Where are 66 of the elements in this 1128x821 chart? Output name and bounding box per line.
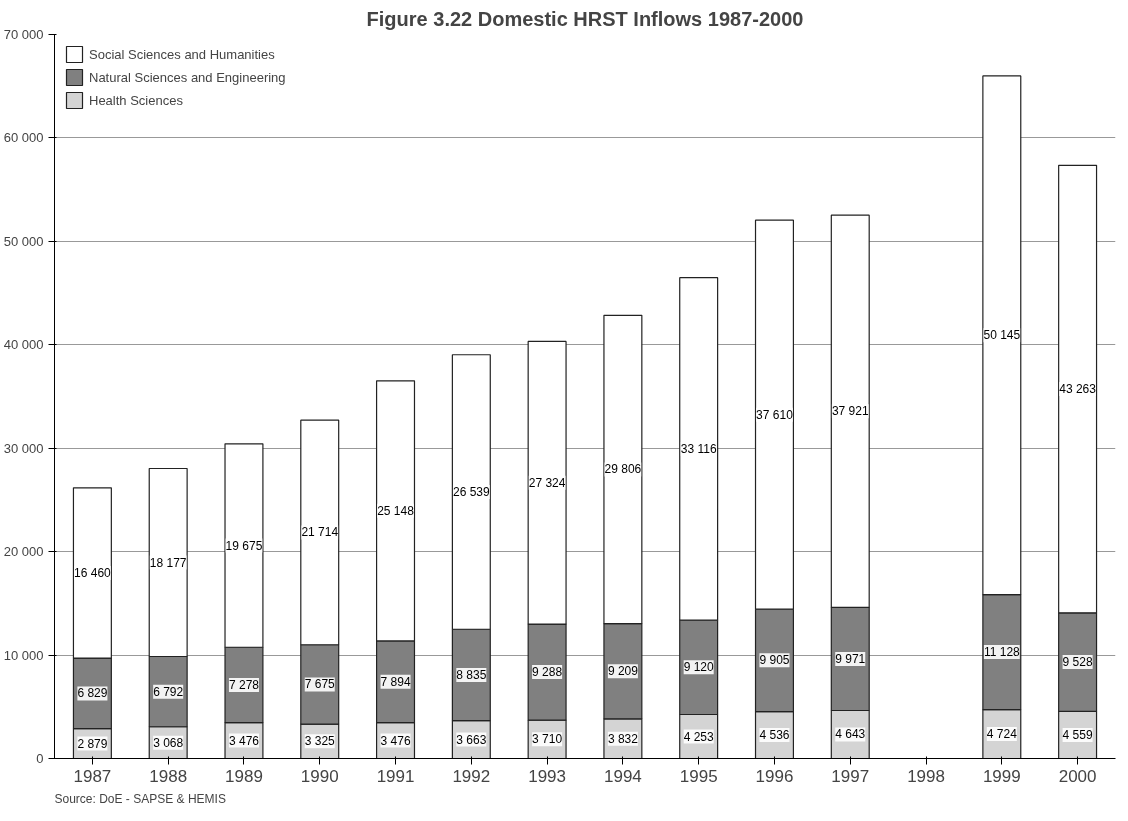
data-label: 9 971 <box>835 651 866 666</box>
x-tick-label: 1987 <box>73 766 112 786</box>
x-tick-label: 1992 <box>452 766 491 786</box>
x-tick-label: 1999 <box>982 766 1021 786</box>
x-tick-label: 1990 <box>300 766 339 786</box>
data-label: 4 724 <box>986 727 1018 742</box>
y-tick-label: 30 000 <box>3 440 44 456</box>
y-tick-label: 10 000 <box>3 647 44 663</box>
legend-label: Social Sciences and Humanities <box>89 46 275 62</box>
data-label: 37 921 <box>831 404 869 419</box>
data-label: 4 643 <box>835 727 866 742</box>
data-label: 9 209 <box>607 664 639 679</box>
x-tick-label: 1994 <box>603 766 642 786</box>
y-tick-label: 60 000 <box>3 130 44 146</box>
legend-label: Health Sciences <box>89 92 183 108</box>
data-label: 37 610 <box>756 407 794 422</box>
data-label: 27 324 <box>528 475 566 490</box>
data-label: 26 539 <box>452 484 490 499</box>
data-label: 8 835 <box>456 667 487 682</box>
data-label: 43 263 <box>1059 382 1097 397</box>
data-label: 7 675 <box>304 677 336 692</box>
data-label: 3 710 <box>532 732 563 747</box>
data-label: 7 278 <box>228 677 260 692</box>
x-tick-label: 1996 <box>755 766 794 786</box>
x-tick-label: 1988 <box>149 766 188 786</box>
data-label: 9 905 <box>759 653 790 668</box>
x-tick-label: 1998 <box>907 766 945 786</box>
data-label: 9 288 <box>532 665 563 680</box>
y-tick-label: 40 000 <box>3 337 44 353</box>
data-label: 4 536 <box>759 728 790 743</box>
x-tick-label: 2000 <box>1058 766 1097 786</box>
data-label: 21 714 <box>301 525 339 540</box>
data-label: 18 177 <box>149 555 187 570</box>
y-tick-label: 20 000 <box>3 544 44 560</box>
x-tick-label: 1997 <box>831 766 870 786</box>
x-tick-label: 1991 <box>376 766 415 786</box>
data-label: 9 528 <box>1062 655 1093 670</box>
x-tick-label: 1989 <box>225 766 263 786</box>
data-label: 4 559 <box>1062 727 1093 742</box>
data-label: 19 675 <box>225 538 263 553</box>
data-label: 11 128 <box>983 645 1021 660</box>
data-label: 29 806 <box>604 462 642 477</box>
data-label: 3 476 <box>228 733 260 748</box>
data-label: 4 253 <box>683 729 715 744</box>
data-label: 16 460 <box>74 565 112 580</box>
x-tick-label: 1993 <box>528 766 567 786</box>
data-label: 9 120 <box>683 660 715 675</box>
chart-title: Figure 3.22 Domestic HRST Inflows 1987-2000 <box>366 7 804 30</box>
data-label: 7 894 <box>380 674 411 689</box>
data-label: 3 325 <box>304 734 336 749</box>
data-label: 3 068 <box>153 735 184 750</box>
y-tick-label: 0 <box>36 751 44 766</box>
legend-label: Natural Sciences and Engineering <box>89 69 286 85</box>
data-label: 25 148 <box>377 503 415 518</box>
data-label: 6 792 <box>153 684 184 699</box>
data-label: 3 832 <box>607 731 639 746</box>
data-label: 50 145 <box>983 328 1021 343</box>
data-label: 2 879 <box>77 736 108 751</box>
y-tick-label: 50 000 <box>3 233 44 249</box>
data-label: 6 829 <box>77 686 108 701</box>
data-label: 3 663 <box>456 732 487 747</box>
y-tick-label: 70 000 <box>3 27 44 42</box>
x-tick-label: 1995 <box>679 766 718 786</box>
data-label: 3 476 <box>380 733 411 748</box>
source-note: Source: DoE - SAPSE & HEMIS <box>54 791 226 806</box>
data-label: 33 116 <box>680 441 717 456</box>
